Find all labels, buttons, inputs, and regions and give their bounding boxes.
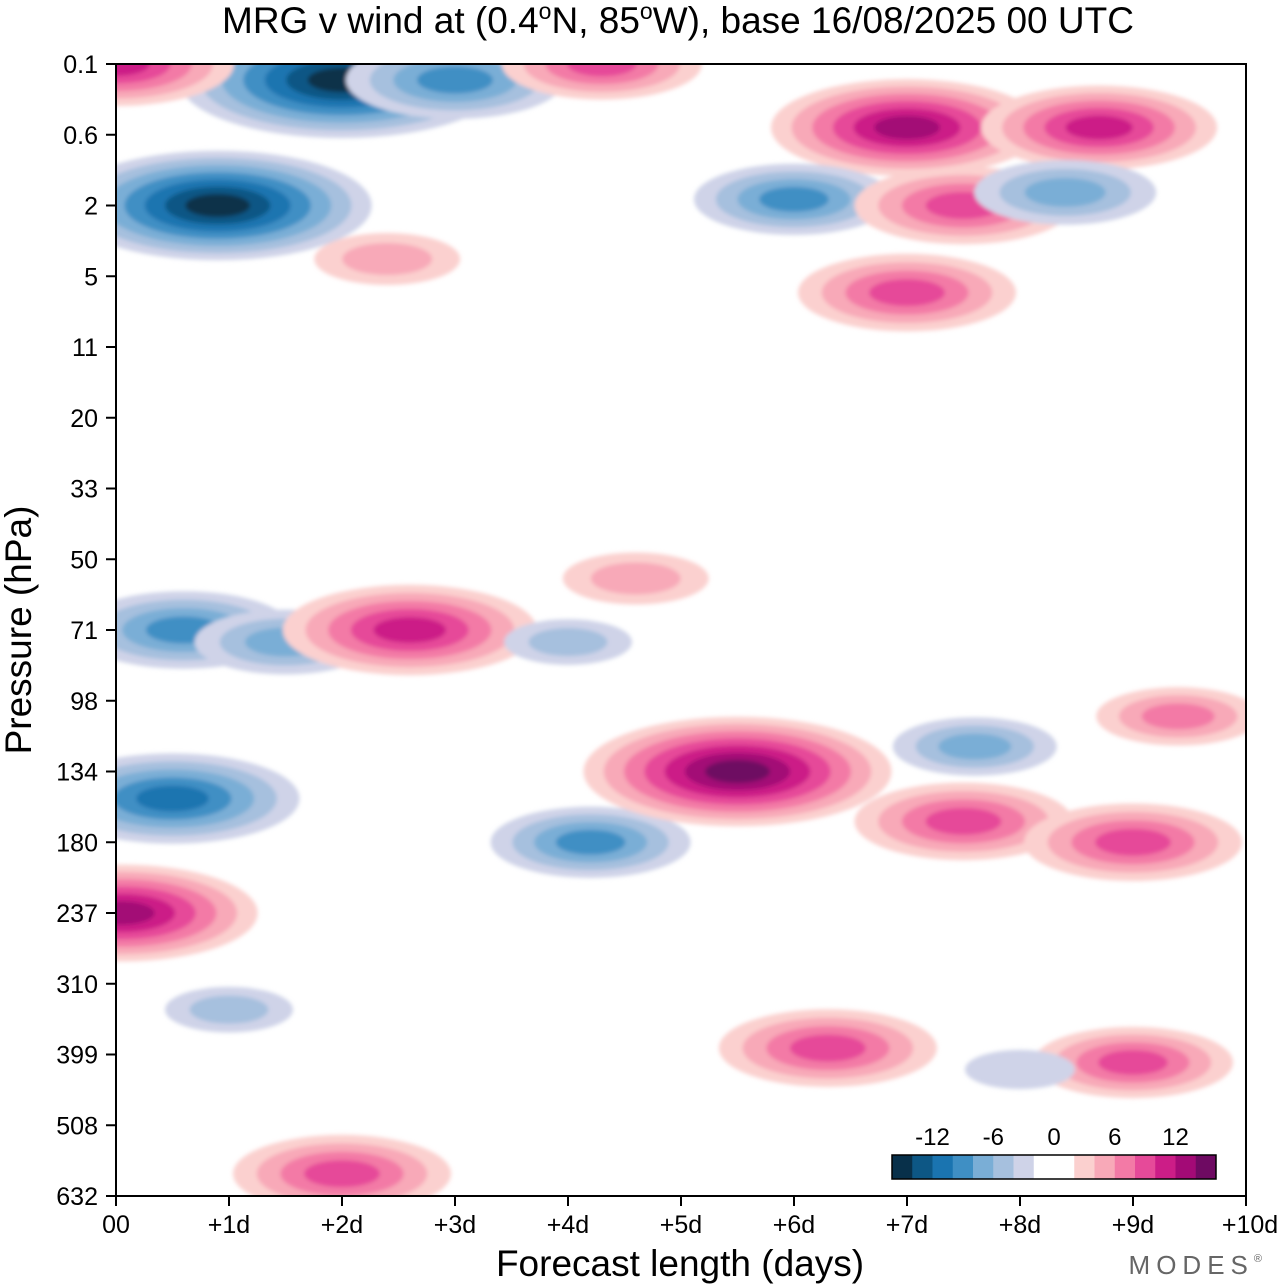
colorbar-tick-label: -12 [915,1124,950,1151]
colorbar-swatch [892,1155,913,1179]
y-tick-label: 180 [56,829,98,857]
contour-band [373,617,447,643]
x-tick-label: +9d [1112,1211,1154,1239]
y-tick-label: 310 [56,971,98,999]
y-tick-label: 2 [84,193,98,221]
x-tick-label: +10d [1222,1211,1278,1239]
contour-band [116,901,155,925]
y-tick-label: 71 [70,617,98,645]
colorbar-swatch [1114,1155,1136,1179]
contour-band [116,64,150,76]
x-axis: 00 +1d +2d +3d +4d +5d +6d +7d +8d +9d +10d [102,1196,1278,1239]
contour-band [874,115,940,140]
contour-band [938,733,1012,760]
colorbar-swatch [1195,1155,1217,1179]
colorbar-swatch [912,1155,933,1179]
contour-band [789,1034,866,1062]
colorbar-swatch [952,1155,974,1179]
colorbar-tick-label: 0 [1047,1124,1060,1151]
contour-band [567,64,637,77]
contour-band [705,759,770,784]
colorbar-swatch [973,1155,994,1179]
y-tick-label: 33 [70,476,98,504]
colorbar-frame [891,1154,1217,1180]
colorbar-tick-label: 12 [1162,1124,1189,1151]
contour-field [116,64,1246,1196]
colorbar: -12 -6 0 6 12 [891,1124,1217,1180]
x-tick-label: +7d [886,1211,928,1239]
colorbar-swatch [1054,1155,1075,1179]
colorbar-swatch [1175,1155,1197,1179]
y-tick-label: 399 [56,1042,98,1070]
colorbar-swatch [993,1155,1014,1179]
x-tick-label: +2d [321,1211,363,1239]
contour-band [869,279,945,307]
y-tick-label: 20 [70,405,98,433]
colorbar-swatch [932,1155,954,1179]
contour-band [528,628,608,657]
y-tick-label: 0.6 [63,122,98,150]
chart-title: MRG v wind at (0.4oN, 85oW), base 16/08/… [222,0,1134,41]
colorbar-swatch [1155,1155,1176,1179]
contour-band [1024,177,1106,207]
y-tick-label: 11 [72,334,98,362]
y-tick-label: 508 [56,1112,98,1140]
x-axis-label: Forecast length (days) [496,1243,864,1284]
contour-band [1098,1050,1168,1075]
contour-band [925,807,1002,835]
contour-band [136,785,209,812]
colorbar-swatch [1094,1155,1116,1179]
y-tick-label: 0.1 [63,51,98,79]
y-tick-label: 632 [56,1183,98,1211]
contour-band [342,243,433,276]
y-tick-label: 50 [70,546,98,574]
contour-band [590,562,681,595]
contour-band [1065,115,1133,140]
y-tick-label: 134 [56,759,98,787]
y-axis: 0.1 0.6 2 5 11 20 33 50 71 98 134 180 237 310 399 508 63… [56,51,116,1211]
y-axis-label: Pressure (hPa) [0,506,39,755]
colorbar-swatch [1135,1155,1156,1179]
contour-band [965,1049,1075,1090]
colorbar-swatch [1013,1155,1035,1179]
colorbar-swatch [1033,1155,1055,1179]
y-tick-label: 237 [56,900,98,928]
y-tick-label: 5 [84,263,98,291]
colorbar-swatch [1074,1155,1095,1179]
x-tick-label: +6d [773,1211,815,1239]
contour-band [1141,703,1215,730]
contour-band [304,1160,380,1188]
x-tick-label: +1d [208,1211,250,1239]
modes-logo: MODES® [1129,1250,1262,1280]
x-tick-label: +3d [434,1211,476,1239]
x-tick-label: 00 [102,1211,130,1239]
contour-band [759,186,829,212]
x-tick-label: +5d [660,1211,702,1239]
colorbar-tick-label: 6 [1108,1124,1121,1151]
plot-area [115,63,1247,1197]
colorbar-tick-label: -6 [983,1124,1004,1151]
contour-band [189,995,269,1024]
x-tick-label: +8d [999,1211,1041,1239]
contour-band [555,829,626,855]
contour-band [185,193,251,218]
contour-band [1095,828,1171,856]
x-tick-label: +4d [547,1211,589,1239]
y-tick-label: 98 [70,688,98,716]
contour-band [417,66,493,94]
